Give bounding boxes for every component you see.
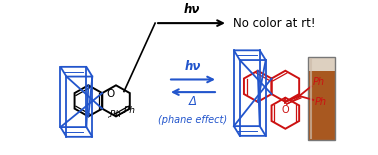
Text: hν: hν [183, 3, 200, 16]
FancyBboxPatch shape [308, 71, 335, 140]
Text: No color at rt!: No color at rt! [233, 17, 315, 30]
Text: O: O [106, 89, 114, 99]
FancyBboxPatch shape [308, 57, 335, 71]
Text: hν: hν [185, 60, 201, 73]
Text: (phane effect): (phane effect) [158, 115, 228, 125]
Text: Δ: Δ [189, 95, 197, 108]
Text: Ph: Ph [314, 97, 326, 107]
Text: ,Ph: ,Ph [122, 106, 136, 115]
Text: ,Ph: ,Ph [108, 110, 122, 119]
Text: Ph: Ph [312, 77, 324, 87]
Text: O: O [282, 105, 289, 115]
